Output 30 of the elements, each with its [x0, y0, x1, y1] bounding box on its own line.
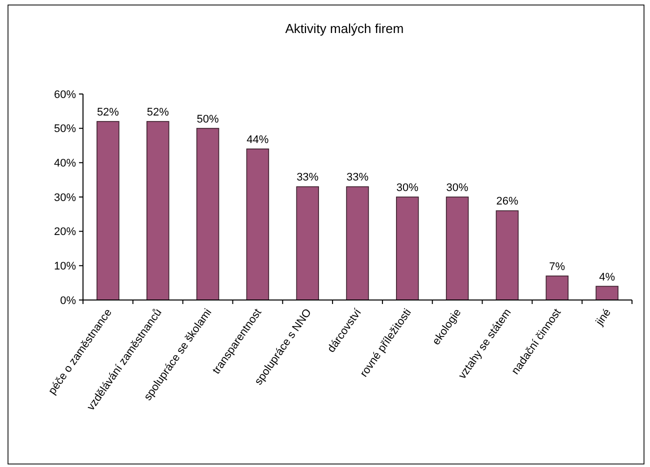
bar	[346, 186, 369, 300]
y-tick-label: 60%	[54, 88, 76, 101]
y-tick-label: 50%	[54, 123, 76, 136]
y-tick-label: 0%	[60, 294, 76, 307]
y-tick-label: 30%	[54, 192, 76, 204]
data-label: 33%	[296, 172, 319, 184]
data-label: 4%	[599, 271, 616, 284]
data-label: 30%	[446, 182, 469, 194]
y-tick-label: 10%	[54, 260, 76, 273]
bar	[246, 148, 270, 300]
bar	[446, 196, 469, 300]
chart-title: Aktivity malých firem	[285, 21, 404, 36]
data-label: 52%	[96, 106, 120, 118]
bar	[596, 286, 618, 300]
bar	[396, 196, 419, 300]
bar	[296, 186, 319, 300]
y-tick-label: 40%	[54, 158, 76, 170]
data-label: 7%	[549, 260, 566, 273]
bar	[196, 128, 220, 300]
data-label: 50%	[196, 113, 219, 126]
bar	[96, 121, 120, 300]
data-label: 30%	[396, 182, 419, 194]
data-label: 33%	[346, 172, 369, 184]
bar	[546, 276, 569, 300]
y-tick-label: 20%	[54, 226, 76, 238]
bar	[496, 210, 519, 300]
data-label: 52%	[146, 106, 170, 118]
data-label: 44%	[246, 134, 269, 146]
bar	[146, 121, 170, 300]
data-label: 26%	[496, 196, 518, 208]
